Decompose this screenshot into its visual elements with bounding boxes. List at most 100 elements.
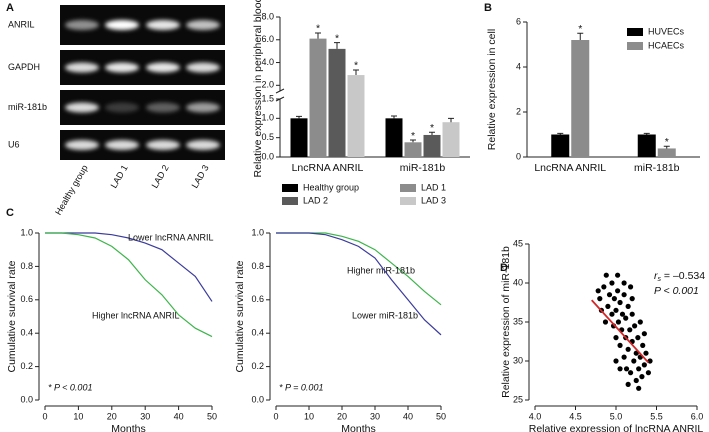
error-bar — [429, 131, 435, 135]
bar — [309, 38, 327, 157]
scatter-point — [619, 311, 626, 317]
curve-label: Lower miR-181b — [352, 310, 418, 320]
scatter-point — [629, 311, 635, 317]
y-axis-label: Relative expression in peripheral blood — [252, 0, 264, 177]
gel-row-label: GAPDH — [8, 62, 40, 72]
scatter-point — [643, 350, 649, 356]
legend-label: HUVECs — [648, 26, 685, 36]
scatter-point — [605, 303, 611, 309]
y-axis-label: Cumulative survival rate — [6, 260, 18, 372]
legend-swatch — [282, 184, 298, 192]
scatter-point — [606, 292, 613, 298]
gel-band — [65, 20, 99, 30]
x-tick-label: 5.0 — [610, 411, 623, 421]
scatter-point — [635, 335, 641, 341]
error-bar — [391, 115, 397, 119]
y-tick-label: 25 — [513, 394, 523, 404]
stat-part: = –0.534 — [661, 270, 705, 282]
scatter-point — [597, 296, 603, 302]
gel-band — [186, 20, 220, 30]
error-bar — [410, 139, 416, 143]
gel-band — [105, 62, 139, 73]
scatter-point — [627, 284, 634, 290]
bar — [637, 134, 656, 157]
x-axis-label: Months — [111, 423, 145, 432]
legend-swatch — [627, 28, 643, 36]
x-tick-label: 0 — [273, 411, 278, 421]
scatter-point — [617, 299, 623, 306]
gel-lane-label: LAD 3 — [190, 163, 211, 190]
y-tick-label: 8.0 — [261, 11, 274, 21]
x-tick-label: 4.5 — [569, 411, 582, 421]
y-tick-label: 0.8 — [20, 261, 33, 271]
error-bar — [663, 145, 670, 149]
gel-panel: ANRIL GAPDH miR-181b U6 Healthy group LAD 1 LA… — [8, 5, 225, 217]
gel-band — [65, 102, 99, 113]
scatter-point — [625, 381, 631, 387]
x-tick-label: 10 — [73, 411, 83, 421]
y-tick-label: 0.4 — [20, 328, 33, 338]
x-tick-label: 6.0 — [691, 411, 704, 421]
y-tick-label: 0.0 — [261, 151, 274, 161]
scatter-point — [621, 280, 627, 286]
curve-label: Higher lncRNA ANRIL — [92, 310, 180, 320]
scatter-point — [633, 377, 639, 384]
legend-label: LAD 2 — [303, 195, 328, 205]
error-bar — [334, 42, 340, 49]
y-axis-label: Cumulative survival rate — [234, 260, 246, 372]
x-axis-label: Months — [341, 423, 375, 432]
legend-swatch — [400, 184, 416, 192]
scatter-point — [647, 358, 653, 364]
scatter-point — [623, 366, 630, 372]
curve-label: Higher miR-181b — [347, 265, 415, 275]
axis-break — [275, 88, 285, 94]
error-bar — [353, 69, 359, 76]
scatter-point — [623, 315, 629, 321]
x-tick-label: 20 — [107, 411, 117, 421]
scatter-point — [621, 354, 627, 360]
y-tick-label: 0.5 — [261, 132, 274, 142]
bar — [551, 134, 570, 157]
gel-row-label: miR-181b — [8, 102, 47, 112]
y-tick-label: 0.0 — [20, 394, 33, 404]
bar — [328, 48, 346, 157]
x-tick-label: 20 — [337, 411, 347, 421]
scatter-point — [601, 284, 607, 290]
x-tick-label: miR-181b — [400, 162, 446, 174]
gel-lane-label: Healthy group — [53, 163, 90, 217]
x-tick-label: 30 — [140, 411, 150, 421]
significance-star: * — [430, 122, 434, 134]
scatter-point — [602, 319, 609, 325]
scatter-point — [613, 358, 619, 364]
legend-label: LAD 3 — [421, 195, 446, 205]
gel-band — [186, 140, 220, 150]
significance-star: * — [354, 60, 358, 72]
y-tick-label: 0.8 — [251, 261, 264, 271]
scatter-point — [609, 280, 615, 286]
scatter-point — [641, 362, 647, 368]
y-tick-label: 0.2 — [251, 361, 264, 371]
error-bar — [296, 115, 302, 119]
bar — [385, 118, 403, 157]
scatter-point — [645, 370, 652, 376]
scatter-point — [615, 319, 622, 325]
y-tick-label: 0 — [516, 151, 521, 161]
y-tick-label: 1.0 — [20, 227, 33, 237]
bar — [657, 148, 676, 157]
bar — [404, 142, 422, 157]
x-tick-label: 4.0 — [529, 411, 542, 421]
legend-swatch — [627, 42, 643, 50]
bar — [347, 75, 365, 157]
p-value-note: * P = 0.001 — [279, 382, 323, 392]
gel-row-label: ANRIL — [8, 19, 35, 29]
legend-label: HCAECs — [648, 40, 685, 50]
bar — [423, 134, 441, 157]
gel-band — [146, 140, 180, 150]
significance-star: * — [316, 23, 320, 35]
bar — [571, 40, 590, 157]
survival-curve — [45, 232, 213, 338]
y-tick-label: 0.4 — [251, 328, 264, 338]
scatter-point — [625, 303, 631, 309]
scatter-point — [629, 296, 635, 302]
